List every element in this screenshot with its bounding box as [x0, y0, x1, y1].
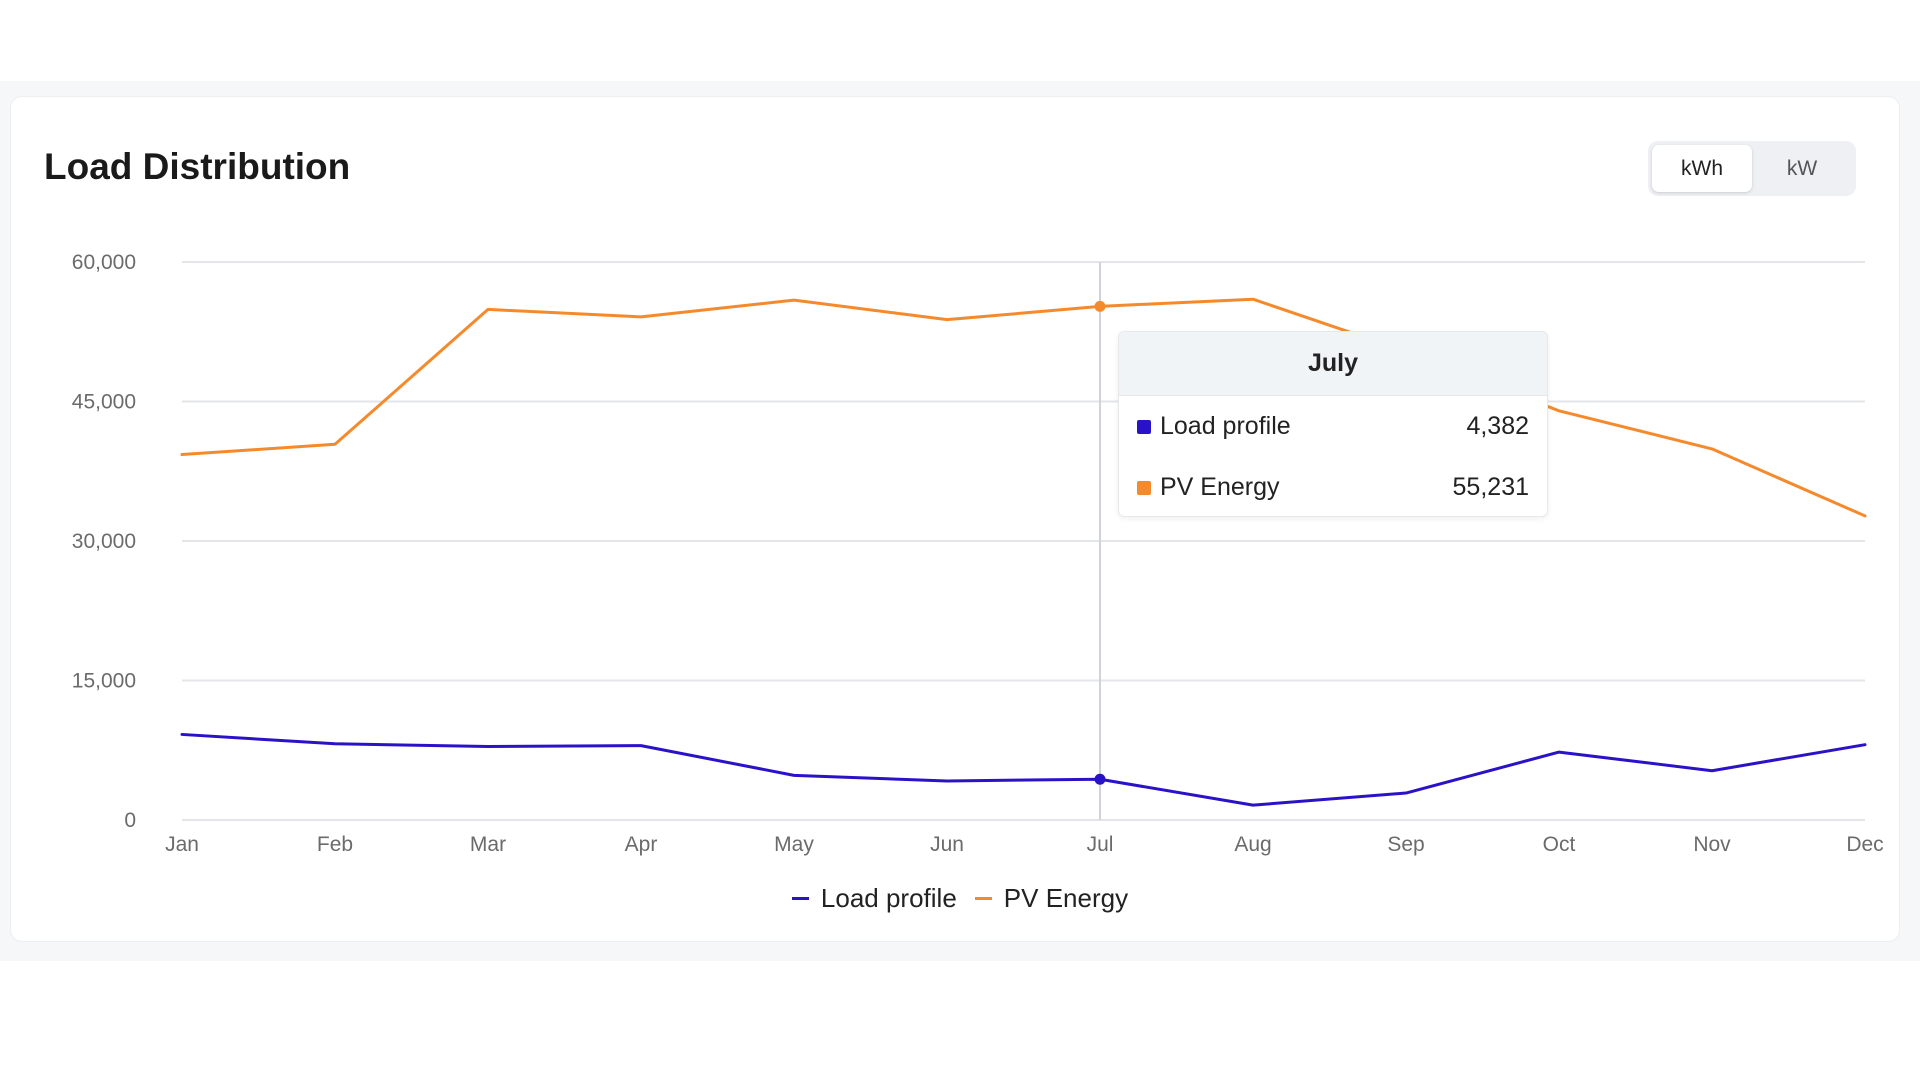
legend-item-load-profile[interactable]: Load profile [791, 882, 957, 914]
card-title: Load Distribution [44, 146, 351, 187]
tooltip-row-load: Load profile 4,382 [1119, 396, 1547, 457]
legend-label: Load profile [820, 882, 957, 913]
unit-kwh-button[interactable]: kWh [1652, 145, 1752, 192]
x-tick-label: Nov [1693, 833, 1731, 856]
y-tick-label: 0 [124, 809, 136, 832]
x-tick-label: Dec [1846, 833, 1883, 856]
x-tick-label: Jun [930, 833, 964, 856]
y-tick-label: 15,000 [72, 670, 136, 693]
x-tick-label: Jul [1087, 833, 1114, 856]
tooltip-series-name: PV Energy [1160, 473, 1280, 501]
x-tick-label: Mar [470, 833, 506, 856]
tooltip-row-pv: PV Energy 55,231 [1119, 457, 1547, 516]
highlight-point[interactable] [1094, 773, 1106, 785]
highlight-points [1094, 300, 1106, 785]
pv-swatch [1137, 480, 1151, 495]
load-swatch [1137, 419, 1151, 434]
tooltip-series-value: 55,231 [1452, 473, 1529, 501]
grid-lines [182, 261, 1865, 821]
unit-toggle: kWh kW [1648, 141, 1856, 196]
chart-legend: Load profile PV Energy [0, 880, 1920, 916]
series-lines [180, 297, 1867, 807]
series-line-load-profile[interactable] [180, 732, 1867, 807]
unit-kw-button[interactable]: kW [1752, 145, 1852, 192]
x-tick-label: Aug [1234, 833, 1271, 856]
legend-label: PV Energy [1003, 882, 1129, 913]
series-line-pv-energy[interactable] [180, 297, 1867, 518]
x-tick-label: Feb [317, 833, 353, 856]
tooltip-title: July [1119, 332, 1547, 396]
y-axis-labels: 0 15,000 30,000 45,000 60,000 [72, 251, 136, 832]
y-tick-label: 30,000 [72, 530, 136, 553]
highlight-point[interactable] [1094, 300, 1106, 312]
x-tick-label: Apr [625, 833, 658, 856]
y-tick-label: 60,000 [72, 251, 136, 274]
chart-tooltip: July Load profile 4,382 PV Energy 55,231 [1118, 331, 1548, 517]
x-tick-label: Sep [1387, 833, 1424, 856]
legend-item-pv-energy[interactable]: PV Energy [974, 882, 1129, 914]
legend-line-icon [974, 896, 992, 900]
y-tick-label: 45,000 [72, 391, 136, 414]
x-tick-label: May [774, 833, 814, 856]
chart-card [10, 96, 1900, 942]
legend-line-icon [791, 896, 809, 900]
tooltip-series-value: 4,382 [1466, 412, 1529, 440]
x-tick-label: Jan [165, 833, 199, 856]
tooltip-series-name: Load profile [1160, 412, 1291, 440]
x-tick-label: Oct [1543, 833, 1576, 856]
x-axis-labels: Jan Feb Mar Apr May Jun Jul Aug Sep Oct Nov Dec [165, 833, 1884, 856]
